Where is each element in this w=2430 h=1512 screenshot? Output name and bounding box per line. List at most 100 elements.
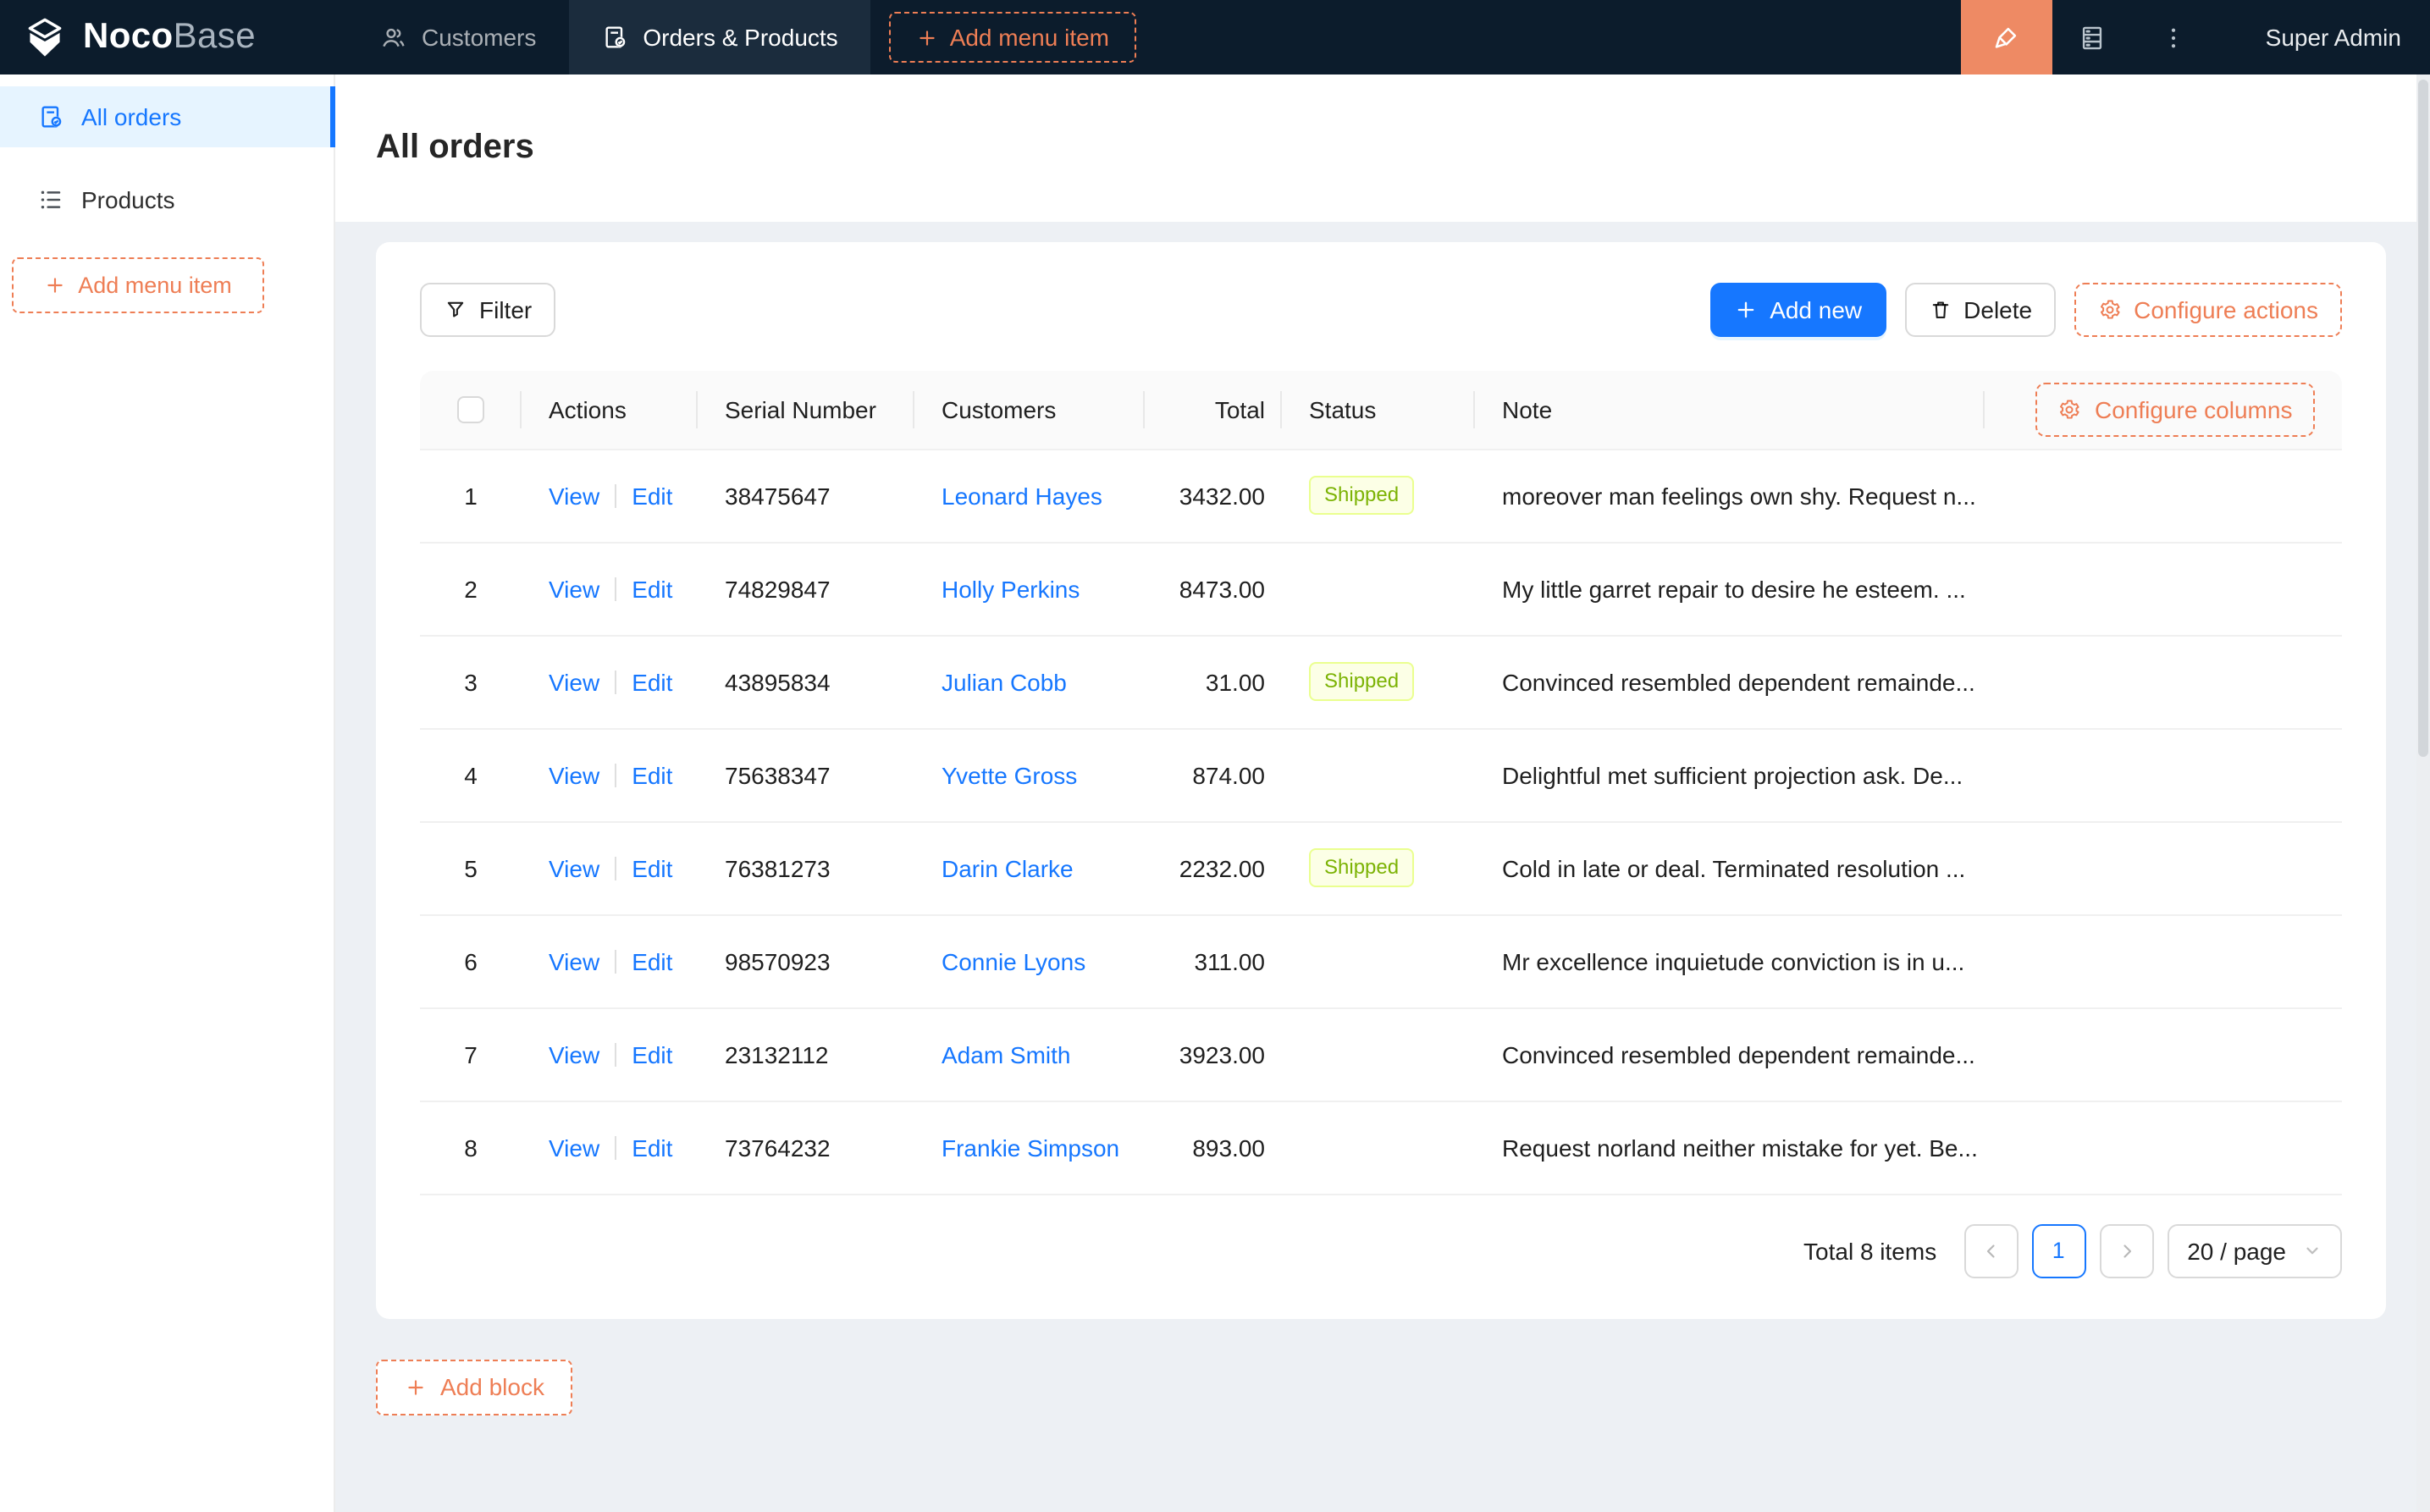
add-new-button[interactable]: Add new [1710, 283, 1886, 337]
edit-link[interactable]: Edit [632, 854, 673, 881]
column-header-note: Note [1475, 371, 1985, 450]
customer-link[interactable]: Leonard Hayes [942, 482, 1102, 509]
configure-columns-button[interactable]: Configure columns [2035, 382, 2315, 437]
filter-icon [447, 301, 464, 317]
page-size-select[interactable]: 20 / page [2167, 1223, 2342, 1277]
customer-cell: Adam Smith [914, 1007, 1145, 1101]
team-icon [383, 28, 405, 47]
page-number-button[interactable]: 1 [2031, 1223, 2086, 1277]
status-cell: Shipped [1282, 449, 1475, 543]
actions-cell: View Edit [522, 821, 698, 915]
page-header: All orders [335, 74, 2430, 222]
nav-tab-orders-products[interactable]: Orders & Products [568, 0, 870, 74]
add-block-button[interactable]: Add block [376, 1359, 573, 1415]
view-link[interactable]: View [549, 668, 600, 695]
actions-cell: View Edit [522, 635, 698, 729]
serial-number-cell: 75638347 [698, 728, 914, 822]
edit-link[interactable]: Edit [632, 761, 673, 788]
note-cell: Request norland neither mistake for yet.… [1475, 1101, 1985, 1195]
orders-table: Actions Serial Number Customers Total St… [420, 371, 2342, 1195]
column-header-serial-number: Serial Number [698, 371, 914, 450]
action-divider [615, 670, 617, 693]
select-all-header [420, 371, 522, 450]
table-row: 6 View Edit 98570923 Connie Lyons 311.00 … [420, 914, 2342, 1008]
edit-link[interactable]: Edit [632, 668, 673, 695]
scrollbar-thumb[interactable] [2418, 80, 2428, 757]
chevron-right-icon [2123, 1244, 2131, 1257]
row-index: 3 [420, 635, 522, 729]
status-cell: Shipped [1282, 635, 1475, 729]
configure-cell [1985, 449, 2342, 543]
row-index: 8 [420, 1101, 522, 1195]
nav-add-menu-item-button[interactable]: Add menu item [888, 12, 1137, 63]
customer-link[interactable]: Connie Lyons [942, 947, 1086, 974]
view-link[interactable]: View [549, 482, 600, 509]
note-cell: Delightful met sufficient projection ask… [1475, 728, 1985, 822]
ui-editor-button[interactable] [1960, 0, 2052, 74]
configure-cell [1985, 1101, 2342, 1195]
view-link[interactable]: View [549, 761, 600, 788]
serial-number-cell: 76381273 [698, 821, 914, 915]
customer-link[interactable]: Adam Smith [942, 1040, 1071, 1068]
status-badge: Shipped [1309, 476, 1415, 515]
edit-link[interactable]: Edit [632, 1134, 673, 1161]
customer-link[interactable]: Holly Perkins [942, 575, 1080, 602]
customer-cell: Julian Cobb [914, 635, 1145, 729]
brand-name: NocoBase [83, 17, 256, 56]
edit-link[interactable]: Edit [632, 482, 673, 509]
customer-link[interactable]: Julian Cobb [942, 668, 1067, 695]
sidebar-item-products[interactable]: Products [0, 169, 334, 230]
configure-actions-button[interactable]: Configure actions [2074, 283, 2342, 337]
customer-link[interactable]: Darin Clarke [942, 854, 1074, 881]
sidebar-add-menu-item-button[interactable]: Add menu item [12, 257, 264, 313]
view-link[interactable]: View [549, 947, 600, 974]
filter-button[interactable]: Filter [420, 283, 556, 337]
page-title: All orders [376, 129, 534, 166]
column-header-actions: Actions [522, 371, 698, 450]
serial-number-cell: 74829847 [698, 542, 914, 636]
scrollbar[interactable] [2416, 74, 2430, 1512]
table-header-row: Actions Serial Number Customers Total St… [420, 371, 2342, 450]
row-index: 5 [420, 821, 522, 915]
brand-logo[interactable]: NocoBase [0, 0, 347, 74]
edit-link[interactable]: Edit [632, 1040, 673, 1068]
actions-cell: View Edit [522, 728, 698, 822]
configure-columns-header: Configure columns [1985, 371, 2342, 450]
status-cell [1282, 1101, 1475, 1195]
user-menu[interactable]: Super Admin [2265, 24, 2401, 51]
action-divider [615, 1135, 617, 1159]
prev-page-button[interactable] [1963, 1223, 2019, 1277]
more-menu-button[interactable] [2134, 0, 2215, 74]
top-navbar: NocoBase Customers Orders & Products Add… [0, 0, 2430, 74]
configure-cell [1985, 542, 2342, 636]
gear-icon [2059, 400, 2079, 419]
status-badge: Shipped [1309, 848, 1415, 887]
view-link[interactable]: View [549, 854, 600, 881]
customer-cell: Leonard Hayes [914, 449, 1145, 543]
select-all-checkbox[interactable] [457, 396, 484, 424]
view-link[interactable]: View [549, 575, 600, 602]
configure-cell [1985, 1007, 2342, 1101]
view-link[interactable]: View [549, 1040, 600, 1068]
configure-cell [1985, 728, 2342, 822]
sidebar-item-all-orders[interactable]: All orders [0, 86, 335, 147]
row-index: 1 [420, 449, 522, 543]
actions-cell: View Edit [522, 914, 698, 1008]
navbar-right-group: Super Admin [1960, 0, 2430, 74]
delete-button[interactable]: Delete [1904, 283, 2057, 337]
next-page-button[interactable] [2099, 1223, 2154, 1277]
data-source-button[interactable] [2052, 0, 2134, 74]
note-cell: My little garret repair to desire he est… [1475, 542, 1985, 636]
table-body: 1 View Edit 38475647 Leonard Hayes 3432.0… [420, 449, 2342, 1195]
customer-cell: Darin Clarke [914, 821, 1145, 915]
page-content: Filter Add new Delete [335, 222, 2430, 1512]
edit-link[interactable]: Edit [632, 947, 673, 974]
nav-tab-customers[interactable]: Customers [347, 0, 568, 74]
serial-number-cell: 23132112 [698, 1007, 914, 1101]
status-cell [1282, 1007, 1475, 1101]
customer-link[interactable]: Frankie Simpson [942, 1134, 1120, 1161]
view-link[interactable]: View [549, 1134, 600, 1161]
nav-tab-label: Customers [422, 24, 537, 51]
edit-link[interactable]: Edit [632, 575, 673, 602]
customer-link[interactable]: Yvette Gross [942, 761, 1078, 788]
